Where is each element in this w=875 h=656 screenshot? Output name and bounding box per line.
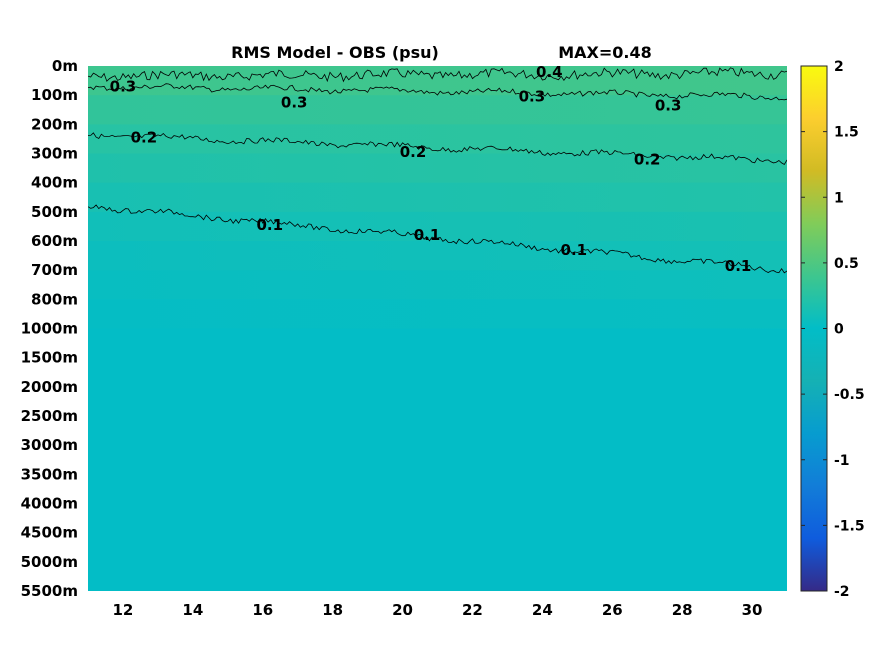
contour-label: 0.2 <box>400 143 427 161</box>
y-tick-label: 500m <box>31 203 78 221</box>
x-tick-label: 26 <box>602 601 623 619</box>
field-band <box>88 299 787 330</box>
x-tick-label: 12 <box>113 601 134 619</box>
field-band <box>88 95 787 125</box>
y-tick-label: 100m <box>31 86 78 104</box>
y-axis-depth-ticks: 0m 100m 200m 300m 400m 500m 600m 700m 800m 1000m 1… <box>21 57 78 600</box>
colorbar-tick-label: -0.5 <box>834 387 865 403</box>
y-tick-label: 200m <box>31 115 78 133</box>
x-tick-label: 18 <box>322 601 343 619</box>
x-tick-label: 14 <box>182 601 203 619</box>
colorbar-tick-label: 1 <box>834 190 844 206</box>
y-tick-label: 5000m <box>21 553 78 571</box>
contour-labels: 0.4 0.3 0.3 0.3 0.3 0.2 0.2 0.2 0.1 0.1 0.1 0.1 <box>110 63 752 275</box>
y-tick-label: 700m <box>31 261 78 279</box>
y-tick-label: 4500m <box>21 524 78 542</box>
field-band <box>88 270 787 300</box>
x-tick-label: 28 <box>672 601 693 619</box>
y-tick-label: 4000m <box>21 495 78 513</box>
y-tick-label: 2000m <box>21 378 78 396</box>
x-tick-label: 24 <box>532 601 553 619</box>
colorbar-tick-label: 2 <box>834 59 844 75</box>
field-band <box>88 124 787 155</box>
y-tick-label: 2500m <box>21 407 78 425</box>
x-tick-label: 30 <box>742 601 763 619</box>
contour-label: 0.3 <box>655 96 682 114</box>
contour-label: 0.1 <box>256 216 283 234</box>
contour-line-0-2 <box>88 132 787 166</box>
x-axis-ticks: 12 14 16 18 20 22 24 26 28 30 <box>113 601 763 619</box>
y-tick-label: 400m <box>31 174 78 192</box>
chart-title: RMS Model - OBS (psu) <box>231 43 439 62</box>
field-band <box>88 66 787 96</box>
colorbar-tick-label: 0.5 <box>834 256 859 272</box>
colorbar-tick-label: 0 <box>834 322 844 338</box>
y-tick-label: 3500m <box>21 465 78 483</box>
field-band <box>88 153 787 184</box>
y-tick-label: 1000m <box>21 320 78 338</box>
colorbar-tick-label: -1.5 <box>834 518 865 534</box>
contour-label: 0.4 <box>536 63 563 81</box>
contour-line-0-1 <box>88 204 787 274</box>
field-band <box>88 182 787 213</box>
y-tick-label: 5500m <box>21 582 78 600</box>
field-band <box>88 241 787 271</box>
y-tick-label: 0m <box>52 57 78 75</box>
x-tick-label: 22 <box>462 601 483 619</box>
colorbar-tick-label: -2 <box>834 584 850 600</box>
contour-label: 0.2 <box>634 150 661 168</box>
y-tick-label: 800m <box>31 290 78 308</box>
rms-field <box>88 66 787 591</box>
contour-label: 0.3 <box>519 88 546 106</box>
contour-label: 0.3 <box>281 93 308 111</box>
contour-label: 0.2 <box>131 128 158 146</box>
max-value-label: MAX=0.48 <box>558 43 652 62</box>
colorbar-tick-label: 1.5 <box>834 125 859 141</box>
contour-line-0-3 <box>88 83 787 101</box>
x-tick-label: 20 <box>392 601 413 619</box>
colorbar: 2 1.5 1 0.5 0 -0.5 -1 -1.5 -2 <box>800 59 865 600</box>
x-tick-label: 16 <box>252 601 273 619</box>
colorbar-ticks: 2 1.5 1 0.5 0 -0.5 -1 -1.5 -2 <box>801 59 865 600</box>
contour-label: 0.1 <box>561 241 588 259</box>
colorbar-tick-label: -1 <box>834 453 850 469</box>
contour-lines <box>88 67 787 274</box>
y-tick-label: 1500m <box>21 349 78 367</box>
y-tick-label: 600m <box>31 232 78 250</box>
contour-label: 0.1 <box>725 257 752 275</box>
contour-label: 0.3 <box>110 77 137 95</box>
y-tick-label: 300m <box>31 145 78 163</box>
contour-label: 0.1 <box>414 226 441 244</box>
field-band <box>88 211 787 242</box>
field-band <box>88 328 787 591</box>
contour-line-0-4 <box>88 67 787 83</box>
y-tick-label: 3000m <box>21 436 78 454</box>
